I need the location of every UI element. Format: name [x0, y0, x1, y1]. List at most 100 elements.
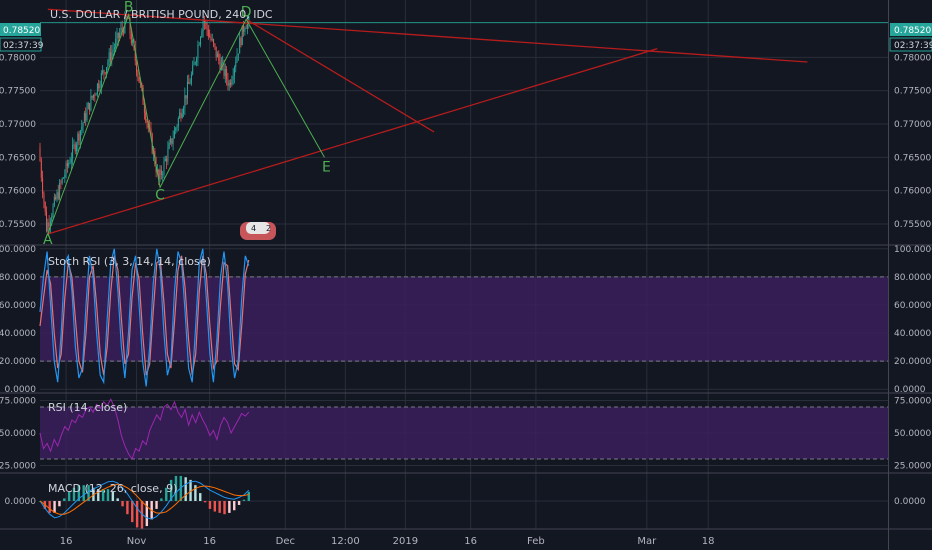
candle-body-26 [73, 144, 75, 146]
band-2 [40, 407, 888, 459]
candle-body-113 [186, 81, 188, 99]
candle-body-152 [237, 53, 239, 55]
candle-body-106 [177, 118, 179, 127]
y-tick-right-0-5: 0.78000 [894, 53, 931, 63]
candle-body-115 [189, 83, 191, 85]
candle-body-116 [190, 74, 192, 84]
candle-body-119 [194, 62, 196, 64]
candle-body-51 [106, 67, 108, 74]
x-tick-3: Dec [276, 536, 295, 547]
candle-body-76 [138, 76, 140, 83]
candle-body-41 [93, 94, 95, 98]
time-axis[interactable]: 16 Nov 16 Dec 12:00 2019 16 Feb Mar 18 [60, 536, 715, 547]
y-tick-right-1-4: 80.0000 [894, 273, 931, 283]
pattern-label-b: B [124, 0, 134, 16]
candle-body-13 [56, 192, 58, 200]
candle-body-149 [233, 67, 235, 76]
candle-body-146 [230, 82, 232, 85]
candle-body-131 [210, 36, 212, 40]
candle-body-154 [240, 37, 242, 46]
candle-body-125 [202, 19, 204, 32]
candle-body-97 [166, 158, 168, 162]
candle-body-159 [246, 21, 248, 29]
candle-body-17 [61, 178, 63, 184]
candle-body-70 [130, 33, 132, 44]
candle-body-23 [69, 162, 71, 164]
abcde-pattern[interactable]: A B C D E [43, 0, 331, 248]
candle-body-148 [232, 75, 234, 80]
macd-hist-bar-39 [228, 501, 231, 513]
macd-hist-bar-19 [131, 501, 134, 523]
macd-hist-bar-40 [233, 501, 236, 511]
y-tick-left-1-5: 100.0000 [0, 245, 36, 255]
y-tick-right-0-1: 0.76000 [894, 187, 931, 197]
event-badge[interactable]: 4 2 [240, 222, 276, 240]
macd-hist-bar-12 [97, 489, 100, 501]
candle-body-82 [146, 120, 148, 123]
y-tick-left-3-0: 0.0000 [5, 497, 37, 507]
candle-body-158 [245, 28, 247, 30]
macd-hist-bar-26 [165, 487, 168, 501]
candle-body-118 [193, 62, 195, 66]
candle-body-37 [87, 103, 89, 110]
candle-body-47 [100, 72, 102, 87]
macd-hist-bar-30 [184, 477, 187, 501]
x-tick-0: 16 [60, 536, 73, 547]
candle-body-19 [64, 174, 66, 178]
candle-body-45 [98, 83, 100, 89]
trendline-2 [245, 18, 435, 133]
macd-hist-bar-8 [77, 485, 81, 501]
candle-body-96 [164, 158, 166, 161]
candle-body-128 [206, 23, 208, 30]
candle-body-117 [192, 65, 194, 75]
macd-hist-bar-32 [194, 485, 197, 501]
candle-body-12 [55, 196, 57, 200]
candle-body-54 [109, 52, 111, 61]
macd-line [39, 480, 250, 520]
candle-body-69 [129, 18, 131, 34]
macd-hist-bar-41 [237, 501, 241, 505]
y-tick-left-2-2: 75.0000 [0, 397, 36, 407]
macd-hist-bar-35 [208, 501, 212, 509]
candle-body-124 [201, 31, 203, 38]
chart-title: U.S. DOLLAR / BRITISH POUND, 240, IDC [50, 8, 273, 21]
y-tick-right-0-0: 0.75500 [894, 220, 931, 230]
candle-body-132 [211, 39, 213, 41]
trendlines[interactable] [47, 8, 808, 235]
candle-body-130 [209, 36, 211, 38]
candle-body-105 [176, 126, 178, 129]
y-tick-right-2-2: 75.0000 [894, 397, 931, 407]
candle-body-6 [47, 222, 49, 232]
trendline-1 [47, 8, 808, 63]
macd-hist-bar-4 [58, 501, 61, 507]
candle-body-40 [91, 95, 93, 98]
y-tick-left-0-0: 0.75500 [0, 220, 36, 230]
candle-body-139 [220, 63, 222, 71]
y-tick-right-1-3: 60.0000 [894, 301, 931, 311]
stoch-rsi-series [39, 248, 250, 387]
y-tick-left-0-3: 0.77000 [0, 120, 36, 130]
macd-hist-bar-27 [169, 479, 173, 501]
price-axis[interactable]: 0.75500 0.75500 0.76000 0.76000 0.76500 0.765… [0, 53, 932, 507]
price-tag-right: 0.78520 02:37:39 [889, 23, 932, 52]
signal-line [39, 483, 249, 515]
candle-body-85 [150, 128, 152, 135]
y-tick-left-1-4: 80.0000 [0, 273, 36, 283]
candle-body-25 [72, 144, 74, 159]
event-badge-right: 2 [266, 224, 271, 233]
macd-hist-bar-17 [121, 501, 124, 507]
candle-body-104 [175, 128, 177, 131]
x-tick-1: Nov [127, 536, 147, 547]
candle-body-141 [223, 62, 225, 76]
candle-body-109 [181, 113, 183, 118]
price-tag-right-time: 02:37:39 [894, 41, 932, 51]
candle-body-110 [183, 108, 185, 114]
macd-hist-bar-5 [63, 498, 66, 501]
y-tick-left-1-2: 40.0000 [0, 329, 36, 339]
y-tick-right-3-0: 0.0000 [894, 497, 926, 507]
candle-body-56 [112, 49, 114, 53]
macd-hist-bar-22 [145, 501, 149, 527]
y-tick-left-0-4: 0.77500 [0, 87, 36, 97]
